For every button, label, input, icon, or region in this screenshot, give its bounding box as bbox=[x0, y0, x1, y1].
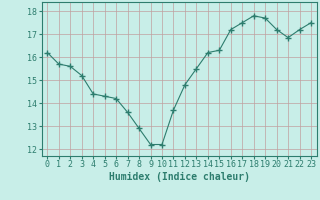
X-axis label: Humidex (Indice chaleur): Humidex (Indice chaleur) bbox=[109, 172, 250, 182]
